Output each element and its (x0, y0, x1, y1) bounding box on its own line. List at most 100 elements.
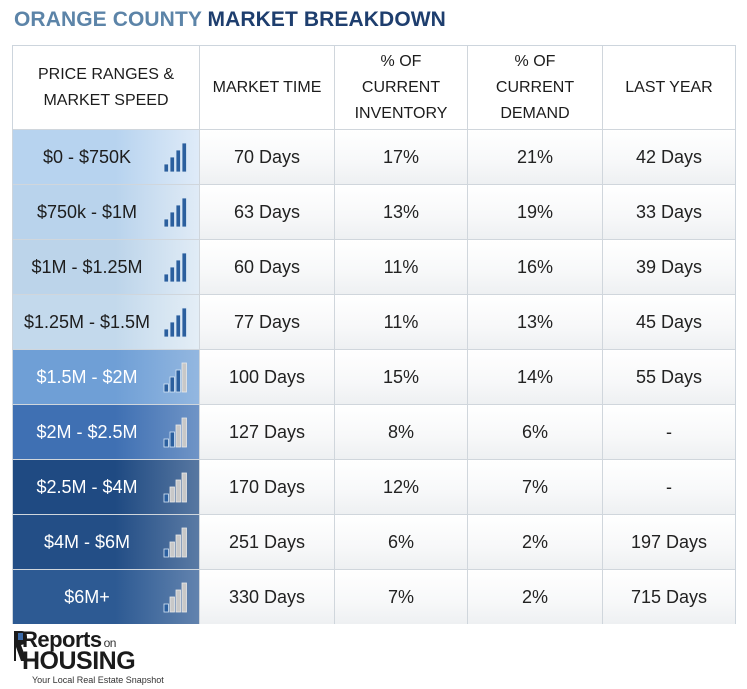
speed-bar (175, 369, 181, 393)
price-range-label: $1M - $1.25M (31, 256, 143, 277)
logo-mark-icon (14, 631, 27, 661)
speed-bar (169, 156, 175, 173)
speed-bar (169, 596, 175, 613)
price-range-label: $0 - $750K (42, 146, 132, 167)
last-year-cell: - (603, 460, 735, 514)
market-speed-bars-icon (163, 417, 187, 448)
price-cell: $1.5M - $2M (13, 350, 199, 404)
speed-bar (163, 218, 169, 228)
header-price: PRICE RANGES & MARKET SPEED (37, 66, 175, 109)
logo-line2: HOUSING (22, 647, 136, 675)
market-time-cell: 77 Days (200, 295, 334, 349)
speed-bar (175, 424, 181, 448)
speed-bar (163, 438, 169, 448)
market-time-cell: 100 Days (200, 350, 334, 404)
speed-bar (169, 376, 175, 393)
speed-bar (181, 252, 187, 283)
price-range-label: $1.25M - $1.5M (23, 311, 151, 332)
speed-bar (163, 273, 169, 283)
inventory-cell: 11% (335, 240, 467, 294)
inventory-cell: 7% (335, 570, 467, 624)
speed-bar (181, 582, 187, 613)
header-last-year: LAST YEAR (625, 79, 713, 96)
row-divider (13, 514, 735, 515)
demand-cell: 19% (468, 185, 602, 239)
speed-bar (163, 603, 169, 613)
market-speed-bars-icon (163, 362, 187, 393)
market-time-cell: 63 Days (200, 185, 334, 239)
demand-cell: 2% (468, 570, 602, 624)
speed-bar (175, 479, 181, 503)
speed-bar (175, 149, 181, 173)
price-cell: $750k - $1M (13, 185, 199, 239)
last-year-cell: 33 Days (603, 185, 735, 239)
market-speed-bars-icon (163, 472, 187, 503)
speed-bar (175, 204, 181, 228)
demand-cell: 6% (468, 405, 602, 459)
price-range-label: $4M - $6M (43, 531, 131, 552)
market-speed-bars-icon (163, 142, 187, 173)
price-cell: $2.5M - $4M (13, 460, 199, 514)
market-table: PRICE RANGES & MARKET SPEED MARKET TIME … (12, 45, 736, 624)
last-year-cell: 45 Days (603, 295, 735, 349)
last-year-cell: 42 Days (603, 130, 735, 184)
speed-bar (163, 163, 169, 173)
header-inventory: % OF CURRENT INVENTORY (354, 53, 448, 122)
speed-bar (181, 527, 187, 558)
speed-bar (163, 493, 169, 503)
market-time-cell: 127 Days (200, 405, 334, 459)
speed-bar (169, 266, 175, 283)
market-speed-bars-icon (163, 197, 187, 228)
row-divider (13, 459, 735, 460)
logo-tagline: Your Local Real Estate Snapshot (32, 675, 164, 685)
speed-bar (175, 589, 181, 613)
row-divider (13, 239, 735, 240)
column-divider (199, 46, 200, 623)
speed-bar (181, 142, 187, 173)
last-year-cell: 715 Days (603, 570, 735, 624)
page-title: ORANGE COUNTY MARKET BREAKDOWN (14, 8, 446, 32)
speed-bar (181, 472, 187, 503)
speed-bar (181, 362, 187, 393)
row-divider (13, 184, 735, 185)
title-part-1: ORANGE COUNTY (14, 8, 202, 31)
logo-line1: Reports (22, 627, 102, 652)
price-cell: $1M - $1.25M (13, 240, 199, 294)
inventory-cell: 6% (335, 515, 467, 569)
speed-bar (163, 383, 169, 393)
market-speed-bars-icon (163, 582, 187, 613)
inventory-cell: 15% (335, 350, 467, 404)
demand-cell: 16% (468, 240, 602, 294)
demand-cell: 7% (468, 460, 602, 514)
speed-bar (163, 548, 169, 558)
speed-bar (181, 417, 187, 448)
speed-bar (175, 259, 181, 283)
row-divider (13, 404, 735, 405)
last-year-cell: 39 Days (603, 240, 735, 294)
column-divider (334, 46, 335, 623)
market-speed-bars-icon (163, 252, 187, 283)
header-market-time: MARKET TIME (212, 79, 322, 96)
title-part-2: MARKET BREAKDOWN (207, 8, 446, 31)
price-range-label: $1.5M - $2M (36, 366, 138, 387)
speed-bar (169, 486, 175, 503)
speed-bar (169, 541, 175, 558)
speed-bar (169, 211, 175, 228)
price-range-label: $750k - $1M (36, 201, 138, 222)
demand-cell: 21% (468, 130, 602, 184)
inventory-cell: 17% (335, 130, 467, 184)
price-range-label: $6M+ (64, 586, 110, 607)
price-range-label: $2.5M - $4M (36, 476, 138, 497)
market-time-cell: 251 Days (200, 515, 334, 569)
speed-bar (175, 534, 181, 558)
column-divider (602, 46, 603, 623)
market-time-cell: 70 Days (200, 130, 334, 184)
price-cell: $2M - $2.5M (13, 405, 199, 459)
row-divider (13, 349, 735, 350)
speed-bar (169, 431, 175, 448)
market-speed-bars-icon (163, 527, 187, 558)
demand-cell: 13% (468, 295, 602, 349)
demand-cell: 14% (468, 350, 602, 404)
price-range-label: $2M - $2.5M (36, 421, 138, 442)
inventory-cell: 12% (335, 460, 467, 514)
